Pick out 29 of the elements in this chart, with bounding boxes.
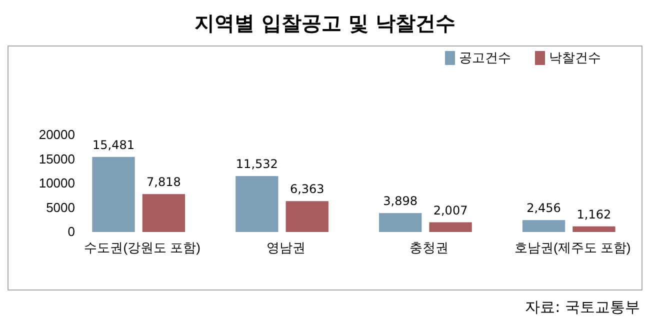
bar (92, 156, 135, 232)
x-tick-label: 수도권(강원도 포함) (84, 240, 201, 256)
data-label: 7,818 (146, 175, 181, 190)
x-tick-label: 충청권 (410, 240, 449, 256)
data-label: 1,162 (576, 207, 612, 222)
bar (142, 194, 186, 232)
bar (236, 176, 278, 232)
bar (429, 222, 472, 232)
chart-title: 지역별 입찰공고 및 낙찰건수 (194, 11, 456, 35)
legend-label: 낙찰건수 (549, 51, 601, 66)
text: 자료: 국토교통부 (525, 298, 640, 316)
bar (572, 226, 616, 232)
data-label: 6,363 (290, 182, 324, 196)
bar (522, 220, 566, 232)
y-tick-label: 20000 (38, 127, 75, 142)
data-label: 2,456 (526, 201, 561, 216)
data-label: 15,481 (92, 138, 135, 152)
x-tick-label: 호남권(제주도 포함) (514, 240, 631, 256)
data-label: 3,898 (383, 194, 418, 208)
bar (286, 201, 328, 232)
y-tick-label: 5000 (46, 200, 75, 215)
y-tick-label: 0 (68, 224, 75, 240)
x-tick-label: 영남권 (266, 240, 306, 256)
y-tick-label: 10000 (38, 176, 75, 191)
data-label: 11,532 (236, 157, 278, 172)
data-label: 2,007 (433, 203, 468, 218)
bar (379, 213, 422, 232)
y-tick-label: 15000 (38, 151, 75, 166)
legend-label: 공고건수 (459, 51, 511, 66)
